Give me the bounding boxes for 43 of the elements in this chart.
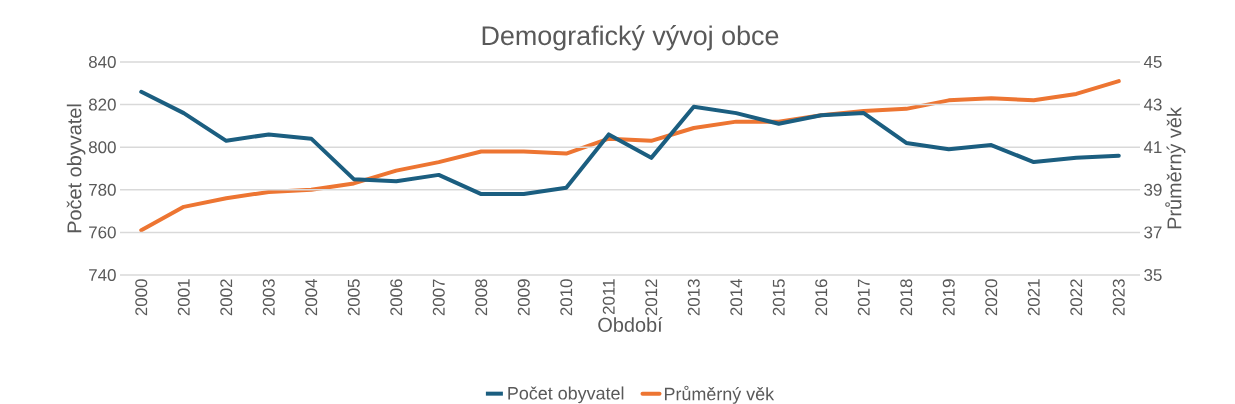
x-tick-label: 2014 [730,279,743,316]
y-tick-label: 780 [89,183,116,196]
y-tick-label: 840 [88,56,116,68]
x-tick-label: 2001 [177,279,190,316]
x-tick-label: 2021 [1027,279,1040,316]
y-axis-title: Počet obyvatel [66,104,86,233]
x-tick-label: 2013 [687,279,700,316]
y-tick-label: 760 [89,226,116,239]
x-tick-label: 2019 [942,279,955,316]
y2-tick-label: 43 [1143,98,1162,111]
x-axis-title: Období [598,317,663,332]
y2-tick-label: 37 [1144,226,1162,239]
x-tick-label: 2002 [220,279,233,316]
x-tick-label: 2012 [645,279,658,316]
x-tick-label: 2008 [475,279,488,316]
legend-label: Průměrný věk [664,385,775,404]
legend-label: Počet obyvatel [508,386,624,404]
x-tick-label: 2000 [135,279,148,316]
x-tick-label: 2011 [602,279,615,315]
x-tick-label: 2022 [1070,279,1083,316]
x-tick-label: 2010 [560,279,573,316]
y2-tick-label: 41 [1143,141,1162,154]
x-tick-label: 2005 [347,279,360,316]
x-tick-label: 2004 [305,279,318,316]
x-tick-label: 2007 [432,279,445,316]
x-tick-label: 2018 [900,279,913,316]
x-tick-label: 2016 [815,279,828,316]
x-tick-label: 2023 [1112,279,1125,316]
line-series [139,89,1121,197]
x-tick-label: 2009 [517,279,530,316]
y-tick-label: 820 [88,98,116,111]
y2-tick-label: 35 [1144,269,1162,281]
y-tick-label: 740 [89,269,116,281]
x-tick-label: 2017 [857,279,870,316]
y2-tick-label: 39 [1144,183,1162,196]
x-tick-label: 2006 [390,279,403,316]
x-tick-label: 2003 [262,279,275,316]
x-tick-label: 2020 [985,279,998,316]
x-tick-label: 2015 [772,279,785,316]
y2-tick-label: 45 [1143,56,1162,68]
y2-axis-title: Průměrný věk [1165,107,1186,229]
y-tick-label: 800 [88,141,116,154]
chart-title: Demografický vývoj obce [482,25,779,51]
